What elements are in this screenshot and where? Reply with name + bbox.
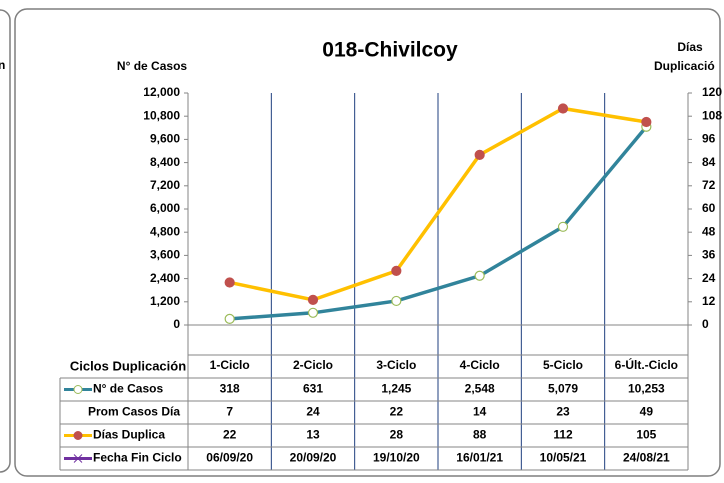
table-cell: 1,245 bbox=[381, 382, 411, 396]
y-tick-label: 7,200 bbox=[150, 178, 180, 192]
table-cell: 7 bbox=[226, 405, 233, 419]
table-cell: 112 bbox=[553, 428, 573, 442]
point bbox=[474, 149, 485, 160]
y2-tick-label: 24 bbox=[702, 271, 716, 285]
y2-tick-label: 120 bbox=[702, 85, 722, 99]
table-cell: 06/09/20 bbox=[206, 451, 253, 465]
y2-tick-label: 96 bbox=[702, 132, 716, 146]
point bbox=[307, 294, 319, 305]
y-tick-label: 3,600 bbox=[150, 248, 180, 262]
y2-tick-label: 72 bbox=[702, 178, 716, 192]
point bbox=[391, 265, 402, 276]
y-tick-label: 4,800 bbox=[150, 224, 180, 238]
table-cell: 88 bbox=[473, 428, 487, 442]
y2-tick-label: 36 bbox=[702, 248, 716, 262]
table-cell: 19/10/20 bbox=[373, 451, 420, 465]
table-cell: 22 bbox=[223, 428, 237, 442]
table-cell: 22 bbox=[390, 405, 404, 419]
table-cell: 318 bbox=[220, 382, 240, 396]
table-cell: 49 bbox=[640, 405, 654, 419]
table-cell: 20/09/20 bbox=[290, 451, 337, 465]
y-tick-label: 10,800 bbox=[143, 108, 180, 122]
table-cell: 10,253 bbox=[628, 382, 665, 396]
table-cell: 23 bbox=[556, 405, 570, 419]
y-tick-label: 12,000 bbox=[143, 85, 180, 99]
y2-tick-label: 60 bbox=[702, 201, 716, 215]
y2-tick-label: 48 bbox=[702, 224, 716, 238]
point bbox=[557, 103, 569, 114]
point bbox=[641, 116, 652, 128]
point bbox=[307, 307, 319, 318]
y-tick-label: 1,200 bbox=[150, 294, 180, 308]
y2-axis-label: Duplicació bbox=[654, 59, 715, 73]
table-cell: 10/05/21 bbox=[540, 451, 587, 465]
y2-axis-label: Días bbox=[677, 40, 703, 54]
y2-tick-label: 0 bbox=[702, 317, 709, 331]
table-cell: 2,548 bbox=[465, 382, 495, 396]
legend-marker bbox=[73, 431, 83, 440]
table-cell: 28 bbox=[390, 428, 404, 442]
x-tick-label: 2-Ciclo bbox=[293, 358, 333, 372]
chart-panel bbox=[14, 8, 721, 477]
table-cell: 5,079 bbox=[548, 382, 578, 396]
x-tick-label: 4-Ciclo bbox=[460, 358, 500, 372]
legend-marker bbox=[73, 385, 83, 394]
y-tick-label: 9,600 bbox=[150, 132, 180, 146]
point bbox=[557, 221, 569, 232]
table-cell: 24/08/21 bbox=[623, 451, 670, 465]
x-tick-label: 5-Ciclo bbox=[543, 358, 583, 372]
table-cell: 16/01/21 bbox=[456, 451, 503, 465]
table-cell: 24 bbox=[306, 405, 320, 419]
y-tick-label: 0 bbox=[173, 317, 180, 331]
table-cell: 105 bbox=[636, 428, 656, 442]
legend-label: Fecha Fin Ciclo bbox=[93, 451, 182, 465]
point bbox=[474, 270, 485, 281]
table-cell: 631 bbox=[303, 382, 323, 396]
left-panel bbox=[0, 9, 11, 473]
y-axis-label: N° de Casos bbox=[117, 59, 187, 73]
series-line bbox=[229, 106, 647, 302]
legend-marker bbox=[73, 454, 83, 463]
y-tick-label: 2,400 bbox=[150, 271, 180, 285]
y2-tick-label: 84 bbox=[702, 155, 716, 169]
x-tick-label: 1-Ciclo bbox=[210, 358, 250, 372]
legend-label: N° de Casos bbox=[93, 382, 163, 396]
y2-tick-label: 12 bbox=[702, 294, 716, 308]
y-tick-label: 8,400 bbox=[150, 155, 180, 169]
table-header: Ciclos Duplicación bbox=[70, 358, 186, 373]
point bbox=[391, 295, 402, 307]
legend-label: Prom Casos Día bbox=[88, 405, 180, 419]
x-tick-label: 3-Ciclo bbox=[376, 358, 416, 372]
y2-tick-label: 108 bbox=[702, 108, 722, 122]
legend-label: Días Duplica bbox=[93, 428, 165, 442]
chart-title: 018-Chivilcoy bbox=[322, 39, 458, 62]
table-cell: 14 bbox=[473, 405, 487, 419]
point bbox=[224, 277, 235, 288]
point bbox=[224, 313, 235, 324]
left-panel-text: n bbox=[0, 58, 5, 72]
table-cell: 13 bbox=[306, 428, 320, 442]
x-tick-label: 6-Últ.-Ciclo bbox=[615, 357, 678, 372]
y-tick-label: 6,000 bbox=[150, 201, 180, 215]
series-line bbox=[229, 125, 648, 321]
